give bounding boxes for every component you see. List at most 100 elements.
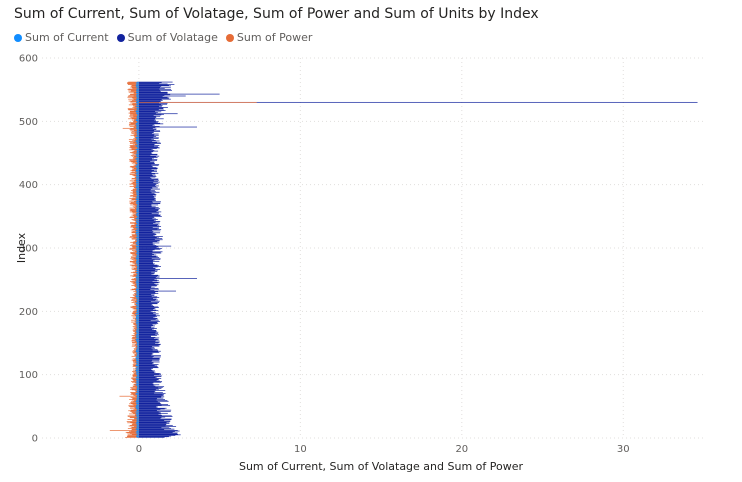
bar-current[interactable]	[137, 433, 139, 435]
bar-voltage[interactable]	[138, 197, 156, 199]
bar-power[interactable]	[132, 374, 139, 376]
bar-voltage[interactable]	[138, 321, 158, 323]
bar-power[interactable]	[134, 293, 139, 295]
bar-voltage[interactable]	[138, 96, 163, 97]
bar-voltage[interactable]	[138, 391, 156, 393]
bar-current[interactable]	[135, 337, 139, 339]
bar-voltage[interactable]	[138, 111, 162, 113]
bar-power[interactable]	[131, 381, 139, 382]
bar-current[interactable]	[137, 366, 139, 367]
bar-voltage[interactable]	[138, 430, 180, 432]
bar-voltage[interactable]	[138, 325, 155, 327]
bar-current[interactable]	[137, 424, 139, 426]
bar-power[interactable]	[130, 411, 139, 412]
bar-voltage[interactable]	[138, 156, 156, 158]
bar-voltage[interactable]	[138, 282, 159, 284]
bar-current[interactable]	[137, 343, 139, 344]
bar-voltage[interactable]	[138, 307, 159, 308]
bar-voltage[interactable]	[138, 95, 165, 96]
bar-current[interactable]	[135, 214, 139, 215]
bar-current[interactable]	[137, 220, 139, 222]
bar-current[interactable]	[137, 105, 139, 106]
bar-current[interactable]	[135, 160, 139, 162]
bar-voltage[interactable]	[138, 93, 168, 94]
bar-current[interactable]	[136, 191, 139, 193]
bar-voltage[interactable]	[138, 100, 163, 101]
bar-voltage[interactable]	[138, 422, 167, 424]
bar-current[interactable]	[136, 139, 139, 141]
bar-current[interactable]	[137, 165, 139, 167]
bar-power[interactable]	[131, 411, 139, 413]
bar-current[interactable]	[136, 316, 139, 317]
bar-voltage[interactable]	[138, 323, 159, 324]
bar-voltage[interactable]	[138, 160, 151, 162]
bar-current[interactable]	[136, 180, 139, 182]
bar-power[interactable]	[132, 385, 139, 387]
bar-power[interactable]	[132, 308, 139, 310]
bar-power[interactable]	[130, 424, 139, 426]
bar-voltage[interactable]	[138, 421, 171, 422]
bar-power[interactable]	[132, 194, 139, 196]
bar-voltage[interactable]	[138, 229, 153, 231]
bar-voltage[interactable]	[138, 289, 151, 291]
bar-power[interactable]	[133, 159, 139, 161]
bar-voltage[interactable]	[138, 368, 152, 370]
bar-current[interactable]	[135, 153, 139, 155]
bar-power[interactable]	[130, 155, 139, 156]
bar-power[interactable]	[132, 310, 139, 312]
bar-current[interactable]	[136, 221, 139, 222]
bar-current[interactable]	[136, 190, 139, 191]
bar-power[interactable]	[133, 362, 139, 363]
bar-current[interactable]	[135, 350, 139, 352]
bar-voltage[interactable]	[138, 286, 152, 288]
bar-current[interactable]	[136, 172, 139, 173]
bar-power[interactable]	[132, 379, 139, 381]
bar-voltage[interactable]	[138, 384, 160, 386]
bar-power[interactable]	[134, 324, 139, 326]
bar-voltage[interactable]	[138, 256, 157, 258]
bar-current[interactable]	[135, 193, 139, 194]
bar-power[interactable]	[129, 200, 139, 202]
bar-power[interactable]	[133, 142, 139, 144]
bar-voltage[interactable]	[138, 193, 155, 194]
bar-voltage[interactable]	[138, 395, 164, 396]
bar-voltage[interactable]	[138, 168, 158, 170]
bar-current[interactable]	[137, 336, 139, 338]
bar-voltage[interactable]	[138, 240, 160, 242]
bar-voltage[interactable]	[138, 272, 155, 274]
bar-power[interactable]	[133, 153, 139, 154]
bar-voltage[interactable]	[138, 357, 160, 359]
bar-current[interactable]	[135, 325, 139, 327]
bar-voltage[interactable]	[138, 99, 162, 101]
bar-current[interactable]	[137, 271, 139, 272]
bar-current[interactable]	[136, 354, 139, 355]
bar-current[interactable]	[135, 112, 139, 114]
bar-current[interactable]	[136, 121, 139, 123]
bar-voltage[interactable]	[138, 271, 158, 272]
bar-current[interactable]	[136, 347, 139, 348]
bar-voltage[interactable]	[138, 410, 157, 412]
bar-voltage[interactable]	[138, 104, 162, 106]
bar-current[interactable]	[137, 346, 139, 348]
bar-current[interactable]	[136, 414, 139, 415]
bar-voltage[interactable]	[138, 103, 168, 104]
bar-power[interactable]	[133, 274, 139, 275]
bar-power[interactable]	[130, 216, 139, 218]
bar-current[interactable]	[136, 359, 139, 361]
bar-voltage[interactable]	[138, 373, 159, 375]
bar-voltage[interactable]	[138, 361, 160, 363]
bar-power[interactable]	[130, 245, 139, 246]
bar-current[interactable]	[136, 330, 139, 332]
bar-current[interactable]	[137, 266, 139, 268]
bar-power[interactable]	[131, 238, 139, 239]
bar-current[interactable]	[136, 288, 139, 290]
bar-voltage[interactable]	[138, 398, 158, 400]
bar-power[interactable]	[131, 288, 139, 290]
bar-current[interactable]	[136, 285, 139, 286]
bar-current[interactable]	[136, 307, 139, 308]
bar-voltage[interactable]	[138, 133, 152, 134]
bar-current[interactable]	[135, 110, 139, 112]
bar-current[interactable]	[135, 232, 139, 234]
bar-current[interactable]	[137, 247, 139, 249]
bar-voltage[interactable]	[138, 220, 156, 222]
